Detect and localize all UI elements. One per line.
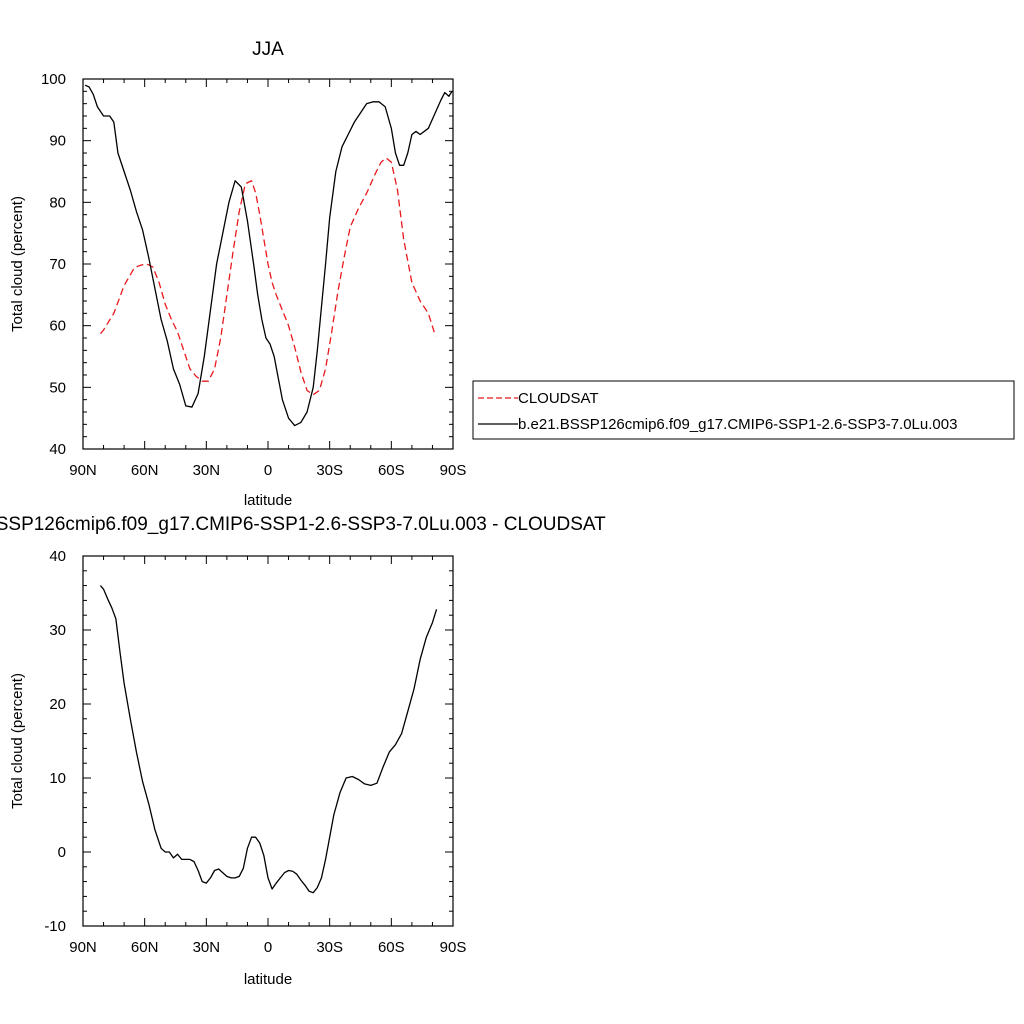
x-tick-label: 30N [193,939,221,956]
legend: CLOUDSAT b.e21.BSSP126cmip6.f09_g17.CMIP… [472,380,1015,440]
y-tick-label: 10 [49,770,66,787]
y-tick-label: 60 [49,318,66,335]
chart-title: JJA [252,39,284,60]
x-tick-label: 60N [131,462,159,479]
y-tick-label: 70 [49,256,66,273]
y-tick-label: -10 [44,918,66,935]
legend-box [472,380,1015,440]
x-tick-label: 30S [316,462,343,479]
y-tick-label: 0 [58,844,66,861]
x-tick-label: 90S [440,462,467,479]
x-tick-label: 90S [440,939,467,956]
legend-label-model: b.e21.BSSP126cmip6.f09_g17.CMIP6-SSP1-2.… [518,416,957,433]
y-tick-label: 40 [49,441,66,458]
y-tick-label: 50 [49,379,66,396]
y-tick-label: 80 [49,194,66,211]
x-tick-label: 90N [69,462,97,479]
series-line-1 [84,84,453,427]
y-tick-label: 100 [41,71,66,88]
series-line-0 [99,585,438,894]
y-tick-label: 90 [49,133,66,150]
plot-area: 90N 60N 30N 0 30S 60S 90S -10 0 10 20 30 40 [44,548,466,956]
plot-area: 90N 60N 30N 0 30S 60S 90S 40 50 60 70 80 90 100 [41,71,466,479]
x-tick-label: 30S [316,939,343,956]
y-axis-label: Total cloud (percent) [9,673,26,809]
chart-title: b.e21.BSSP126cmip6.f09_g17.CMIP6-SSP1-2.… [0,514,606,535]
panel-top: JJA Total cloud (percent) latitude 90N 60… [9,39,1015,509]
x-tick-label: 60S [378,462,405,479]
x-tick-label: 60N [131,939,159,956]
x-tick-label: 60S [378,939,405,956]
x-tick-label: 90N [69,939,97,956]
x-tick-label: 30N [193,462,221,479]
x-tick-label: 0 [264,462,272,479]
y-tick-label: 20 [49,696,66,713]
panel-bottom: b.e21.BSSP126cmip6.f09_g17.CMIP6-SSP1-2.… [0,514,606,988]
y-tick-label: 30 [49,622,66,639]
y-tick-label: 40 [49,548,66,565]
x-axis-label: latitude [244,971,292,988]
y-axis-label: Total cloud (percent) [9,196,26,332]
series-line-0 [99,157,437,396]
x-tick-label: 0 [264,939,272,956]
legend-label-cloudsat: CLOUDSAT [518,390,599,407]
x-axis-label: latitude [244,492,292,509]
